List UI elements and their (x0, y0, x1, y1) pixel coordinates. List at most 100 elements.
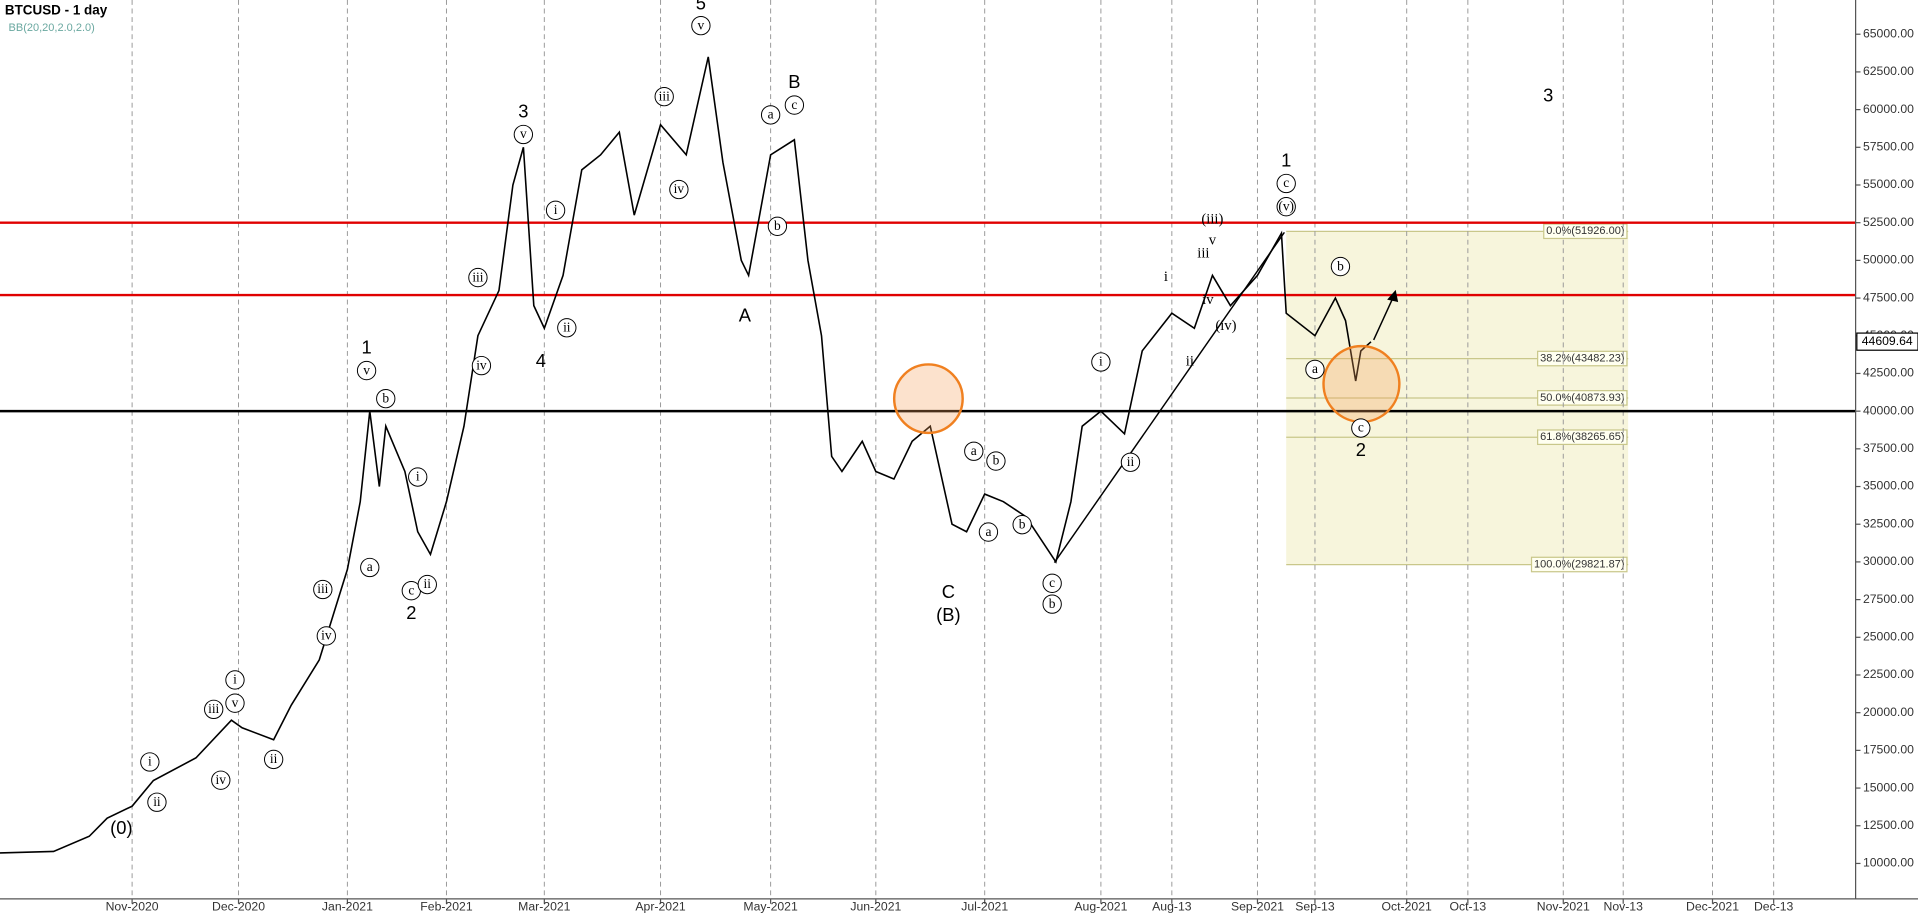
wave-label: iii (472, 269, 483, 284)
fib-label-box (1537, 350, 1628, 367)
wave-label: 2 (1356, 439, 1366, 460)
y-tick-label: 30000.00 (1863, 554, 1914, 568)
wave-circle (1305, 359, 1325, 380)
wave-label: i (1099, 354, 1103, 369)
x-tick-label: Sep-13 (1295, 900, 1335, 914)
wave-label: a (768, 107, 774, 122)
wave-label: v (698, 17, 705, 32)
x-tick-label: May-2021 (743, 900, 798, 914)
wave-circle (225, 670, 245, 690)
arrow-head (1387, 289, 1399, 303)
wave-label: ii (1186, 353, 1194, 369)
wave-circle (784, 95, 805, 115)
wave-circle (313, 579, 333, 600)
wave-circle (986, 451, 1006, 471)
wave-circle (1351, 418, 1371, 438)
y-tick-label: 37500.00 (1863, 441, 1914, 455)
wave-label: b (382, 390, 389, 405)
y-tick-label: 12500.00 (1863, 818, 1914, 832)
chart-subtitle: BB(20,20,2.0,2.0) (9, 22, 95, 34)
wave-label: (iv) (1215, 318, 1236, 334)
y-tick-label: 25000.00 (1863, 630, 1914, 644)
wave-label: iv (674, 181, 685, 196)
wave-label: 3 (518, 100, 528, 121)
wave-label: (v) (1278, 198, 1294, 213)
y-tick-label: 62500.00 (1863, 64, 1914, 78)
y-tick-label: 60000.00 (1863, 102, 1914, 116)
wave-circle (1091, 352, 1111, 372)
wave-label: i (233, 672, 237, 687)
wave-circle (468, 267, 488, 288)
wave-label: c (791, 97, 797, 112)
wave-label: 4 (536, 350, 546, 371)
wave-circle (360, 557, 380, 578)
price-line (0, 56, 1372, 854)
x-tick-label: Nov-13 (1604, 900, 1644, 914)
level-layer (0, 221, 1856, 413)
wave-circle (691, 15, 711, 36)
wave-circle (471, 355, 492, 376)
annotation-layer: (0)iiiiiiivviiiiiiiv1vbaic2iiiiiiv3v4iii… (110, 0, 1553, 838)
x-tick-label: Feb-2021 (420, 900, 473, 914)
wave-label: v (232, 695, 239, 710)
y-tick-label: 32500.00 (1863, 516, 1914, 530)
wave-label: ii (153, 794, 161, 809)
wave-label: b (1049, 596, 1056, 611)
last-price-box (1856, 332, 1918, 351)
x-tick-label: Dec-2020 (212, 900, 265, 914)
y-tick-label: 10000.00 (1863, 856, 1914, 870)
wave-label: v (520, 126, 527, 141)
wave-circle (204, 699, 224, 720)
wave-label: iii (659, 88, 670, 103)
y-tick-label: 65000.00 (1863, 26, 1914, 40)
fib-label-box (1530, 556, 1628, 573)
y-tick-label: 42500.00 (1863, 366, 1914, 380)
wave-label: b (774, 218, 781, 233)
fib-label-box (1537, 429, 1628, 446)
y-tick-label: 17500.00 (1863, 743, 1914, 757)
x-tick-label: Apr-2021 (635, 900, 685, 914)
wave-label: i (148, 754, 152, 769)
wave-circle (760, 105, 781, 125)
wave-label: i (554, 202, 558, 217)
wave-label: v (1209, 232, 1217, 248)
wave-label: iv (321, 628, 332, 643)
wave-label: iv (216, 772, 227, 787)
wave-label: (B) (936, 604, 960, 625)
y-tick-label: 15000.00 (1863, 780, 1914, 794)
fib-label: 100.0%(29821.87) (1534, 559, 1625, 571)
wave-label: A (739, 305, 752, 326)
price-layer (0, 56, 1372, 854)
wave-label: i (1164, 269, 1168, 285)
wave-circle (1120, 452, 1141, 472)
wave-label: ii (424, 576, 432, 591)
wave-circle (263, 749, 284, 770)
wave-circle (513, 124, 534, 145)
last-price-label: 44609.64 (1862, 334, 1913, 348)
y-tick-label: 47500.00 (1863, 290, 1914, 304)
x-tick-label: Jan-2021 (322, 900, 373, 914)
wave-label: v (363, 362, 370, 377)
wave-circle (669, 179, 689, 200)
wave-label: c (1049, 575, 1055, 590)
wave-label: iv (476, 357, 487, 372)
wave-circle (140, 752, 160, 772)
wave-label: b (1019, 516, 1026, 531)
x-tick-label: Aug-13 (1152, 900, 1192, 914)
highlight-circle (1322, 344, 1401, 424)
x-tick-label: Jul-2021 (961, 900, 1008, 914)
wave-label: 3 (1543, 84, 1553, 105)
wave-label: c (1358, 420, 1364, 435)
wave-label: 1 (361, 336, 371, 357)
wave-label: ii (270, 751, 278, 766)
wave-label: c (1283, 175, 1289, 190)
wave-label: i (416, 469, 420, 484)
wave-circle (1012, 515, 1032, 535)
fib-label-box (1537, 390, 1628, 406)
fib-label: 50.0%(40873.93) (1540, 392, 1624, 404)
wave-circle (376, 388, 396, 409)
wave-circle (557, 318, 577, 338)
wave-label: a (971, 443, 977, 458)
